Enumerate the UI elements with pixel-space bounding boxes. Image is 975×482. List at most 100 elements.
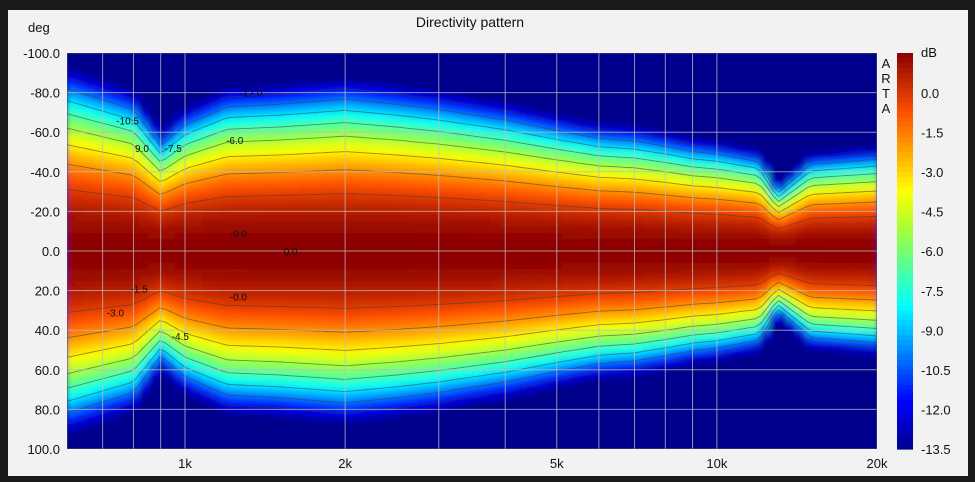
heatmap-cell: [562, 293, 572, 300]
heatmap-cell: [337, 137, 347, 144]
heatmap-cell: [319, 335, 329, 342]
y-tick-label: -60.0: [30, 125, 60, 140]
heatmap-cell: [364, 407, 374, 414]
heatmap-cell: [382, 389, 392, 396]
heatmap-cell: [472, 389, 482, 396]
heatmap-cell: [76, 371, 86, 378]
heatmap-cell: [274, 221, 284, 228]
heatmap-cell: [463, 203, 473, 210]
heatmap-cell: [850, 341, 860, 348]
heatmap-cell: [751, 149, 761, 156]
heatmap-cell: [292, 203, 302, 210]
heatmap-cell: [364, 257, 374, 264]
heatmap-cell: [679, 167, 689, 174]
heatmap-cell: [814, 263, 824, 270]
heatmap-cell: [202, 389, 212, 396]
heatmap-cell: [382, 131, 392, 138]
colorbar-segment: [897, 156, 913, 163]
heatmap-cell: [319, 245, 329, 252]
heatmap-cell: [589, 155, 599, 162]
heatmap-cell: [85, 263, 95, 270]
heatmap-cell: [202, 131, 212, 138]
heatmap-cell: [364, 395, 374, 402]
heatmap-cell: [382, 107, 392, 114]
heatmap-cell: [598, 173, 608, 180]
heatmap-cell: [706, 305, 716, 312]
heatmap-cell: [292, 143, 302, 150]
heatmap-cell: [337, 95, 347, 102]
heatmap-cell: [67, 209, 77, 216]
heatmap-cell: [697, 251, 707, 258]
heatmap-cell: [373, 221, 383, 228]
heatmap-cell: [139, 197, 149, 204]
heatmap-cell: [652, 227, 662, 234]
colorbar-segment: [897, 439, 913, 445]
heatmap-cell: [598, 137, 608, 144]
heatmap-cell: [841, 161, 851, 168]
heatmap-cell: [337, 407, 347, 414]
heatmap-cell: [373, 323, 383, 330]
heatmap-cell: [328, 101, 338, 108]
heatmap-cell: [148, 263, 158, 270]
heatmap-cell: [418, 269, 428, 276]
heatmap-cell: [751, 191, 761, 198]
heatmap-cell: [382, 233, 392, 240]
heatmap-cell: [652, 155, 662, 162]
heatmap-cell: [436, 299, 446, 306]
heatmap-cell: [526, 179, 536, 186]
heatmap-cell: [427, 131, 437, 138]
heatmap-cell: [355, 251, 365, 258]
heatmap-cell: [706, 269, 716, 276]
heatmap-cell: [382, 125, 392, 132]
heatmap-cell: [652, 161, 662, 168]
heatmap-cell: [769, 293, 779, 300]
heatmap-cell: [400, 173, 410, 180]
heatmap-cell: [85, 329, 95, 336]
heatmap-cell: [157, 353, 167, 360]
heatmap-cell: [391, 383, 401, 390]
heatmap-cell: [247, 107, 257, 114]
heatmap-cell: [868, 293, 877, 300]
heatmap-cell: [364, 251, 374, 258]
heatmap-cell: [454, 101, 464, 108]
heatmap-cell: [292, 95, 302, 102]
heatmap-cell: [553, 239, 563, 246]
heatmap-cell: [562, 239, 572, 246]
heatmap-cell: [76, 281, 86, 288]
heatmap-cell: [544, 167, 554, 174]
heatmap-cell: [166, 365, 176, 372]
heatmap-cell: [175, 119, 185, 126]
heatmap-cell: [562, 137, 572, 144]
heatmap-cell: [697, 299, 707, 306]
heatmap-cell: [265, 317, 275, 324]
heatmap-cell: [580, 125, 590, 132]
heatmap-cell: [121, 341, 131, 348]
heatmap-cell: [193, 269, 203, 276]
heatmap-cell: [607, 317, 617, 324]
heatmap-cell: [481, 185, 491, 192]
heatmap-cell: [805, 227, 815, 234]
heatmap-cell: [85, 119, 95, 126]
colorbar-segment: [897, 152, 913, 158]
heatmap-cell: [481, 119, 491, 126]
heatmap-cell: [76, 275, 86, 282]
heatmap-cell: [337, 317, 347, 324]
heatmap-cell: [463, 131, 473, 138]
heatmap-cell: [760, 185, 770, 192]
heatmap-cell: [670, 143, 680, 150]
heatmap-cell: [202, 329, 212, 336]
heatmap-cell: [607, 341, 617, 348]
heatmap-cell: [508, 293, 518, 300]
heatmap-cell: [328, 263, 338, 270]
heatmap-cell: [400, 215, 410, 222]
heatmap-cell: [346, 311, 356, 318]
heatmap-cell: [148, 245, 158, 252]
heatmap-cell: [571, 359, 581, 366]
heatmap-cell: [472, 161, 482, 168]
heatmap-cell: [670, 275, 680, 282]
heatmap-cell: [733, 281, 743, 288]
heatmap-cell: [310, 113, 320, 120]
heatmap-cell: [616, 269, 626, 276]
heatmap-cell: [463, 221, 473, 228]
heatmap-cell: [580, 119, 590, 126]
